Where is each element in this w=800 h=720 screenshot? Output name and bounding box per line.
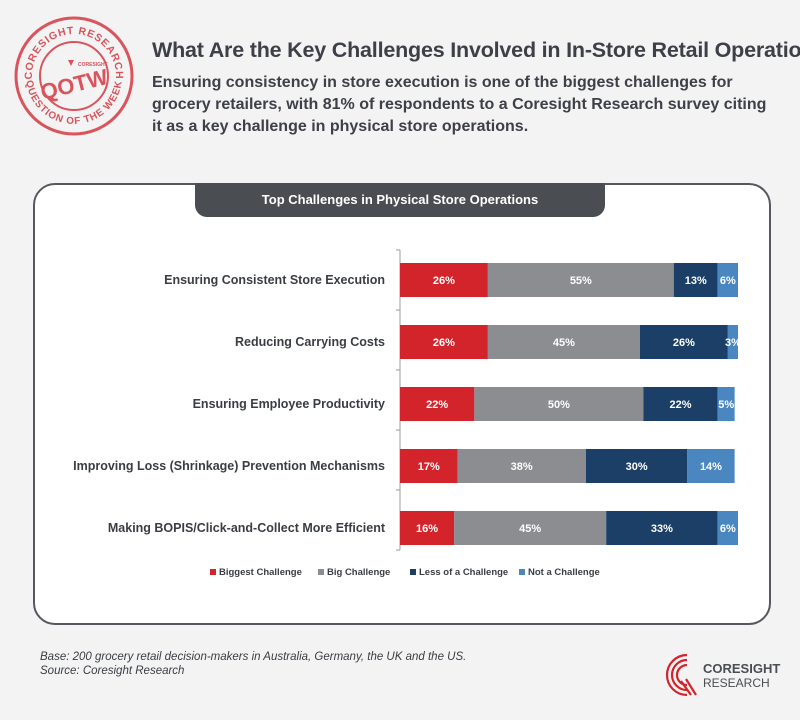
bar-segment <box>717 387 735 421</box>
data-label: 26% <box>673 337 695 349</box>
data-label: 5% <box>718 399 734 411</box>
bar-segment <box>487 325 640 359</box>
legend-swatch <box>318 569 324 575</box>
data-label: 6% <box>720 523 736 535</box>
data-label: 14% <box>700 461 722 473</box>
bar-segment <box>400 449 458 483</box>
data-label: 45% <box>519 523 541 535</box>
logo-line1: CORESIGHT <box>703 661 780 676</box>
bar-segment <box>400 263 488 297</box>
category-label: Improving Loss (Shrinkage) Prevention Me… <box>73 459 385 473</box>
legend-label: Not a Challenge <box>528 567 600 578</box>
data-label: 16% <box>416 523 438 535</box>
data-label: 22% <box>426 399 448 411</box>
data-label: 50% <box>548 399 570 411</box>
logo-line2: RESEARCH <box>703 676 770 690</box>
page-title: What Are the Key Challenges Involved in … <box>152 38 800 62</box>
bar-segment <box>687 449 735 483</box>
bar-segment <box>727 325 738 359</box>
category-label: Ensuring Employee Productivity <box>193 397 385 411</box>
page-subtitle: Ensuring consistency in store execution … <box>152 74 767 135</box>
category-label: Ensuring Consistent Store Execution <box>164 273 385 287</box>
data-label: 3% <box>725 337 741 349</box>
footnote-base: Base: 200 grocery retail decision-makers… <box>40 651 467 663</box>
data-label: 26% <box>433 275 455 287</box>
legend-label: Biggest Challenge <box>219 567 302 578</box>
data-label: 22% <box>670 399 692 411</box>
legend-swatch <box>210 569 216 575</box>
legend-label: Big Challenge <box>327 567 390 578</box>
legend-swatch <box>519 569 525 575</box>
category-label: Reducing Carrying Costs <box>235 335 385 349</box>
bar-segment <box>474 387 644 421</box>
bar-segment <box>717 511 738 545</box>
data-label: 26% <box>433 337 455 349</box>
bar-segment <box>717 263 738 297</box>
bar-segment <box>673 263 718 297</box>
footnote: Base: 200 grocery retail decision-makers… <box>40 650 466 678</box>
legend-swatch <box>410 569 416 575</box>
bar-segment <box>454 511 607 545</box>
footnote-source: Source: Coresight Research <box>40 665 185 677</box>
bar-segment <box>400 387 475 421</box>
data-label: 33% <box>651 523 673 535</box>
category-label: Making BOPIS/Click-and-Collect More Effi… <box>108 521 386 535</box>
qotw-stamp-logo: CORESIGHT RESEARCH QUESTION OF THE WEEK … <box>14 16 134 136</box>
data-label: 55% <box>570 275 592 287</box>
bar-segment <box>400 511 455 545</box>
chart-title: Top Challenges in Physical Store Operati… <box>195 183 605 217</box>
coresight-logo: CORESIGHT RESEARCH <box>665 653 780 697</box>
stamp-small-logo-text: CORESIGHT <box>78 62 108 68</box>
bar-segment <box>639 325 728 359</box>
data-label: 38% <box>511 461 533 473</box>
data-label: 17% <box>418 461 440 473</box>
bar-segment <box>643 387 718 421</box>
data-label: 45% <box>553 337 575 349</box>
data-label: 13% <box>685 275 707 287</box>
bar-segment <box>457 449 586 483</box>
legend-label: Less of a Challenge <box>419 567 508 578</box>
bar-segment <box>606 511 718 545</box>
bar-segment <box>487 263 674 297</box>
data-label: 6% <box>720 275 736 287</box>
coresight-logo-icon <box>665 653 697 697</box>
bar-segment <box>400 325 488 359</box>
data-label: 30% <box>626 461 648 473</box>
stamp-small-logo-icon <box>68 60 74 66</box>
bar-segment <box>585 449 688 483</box>
